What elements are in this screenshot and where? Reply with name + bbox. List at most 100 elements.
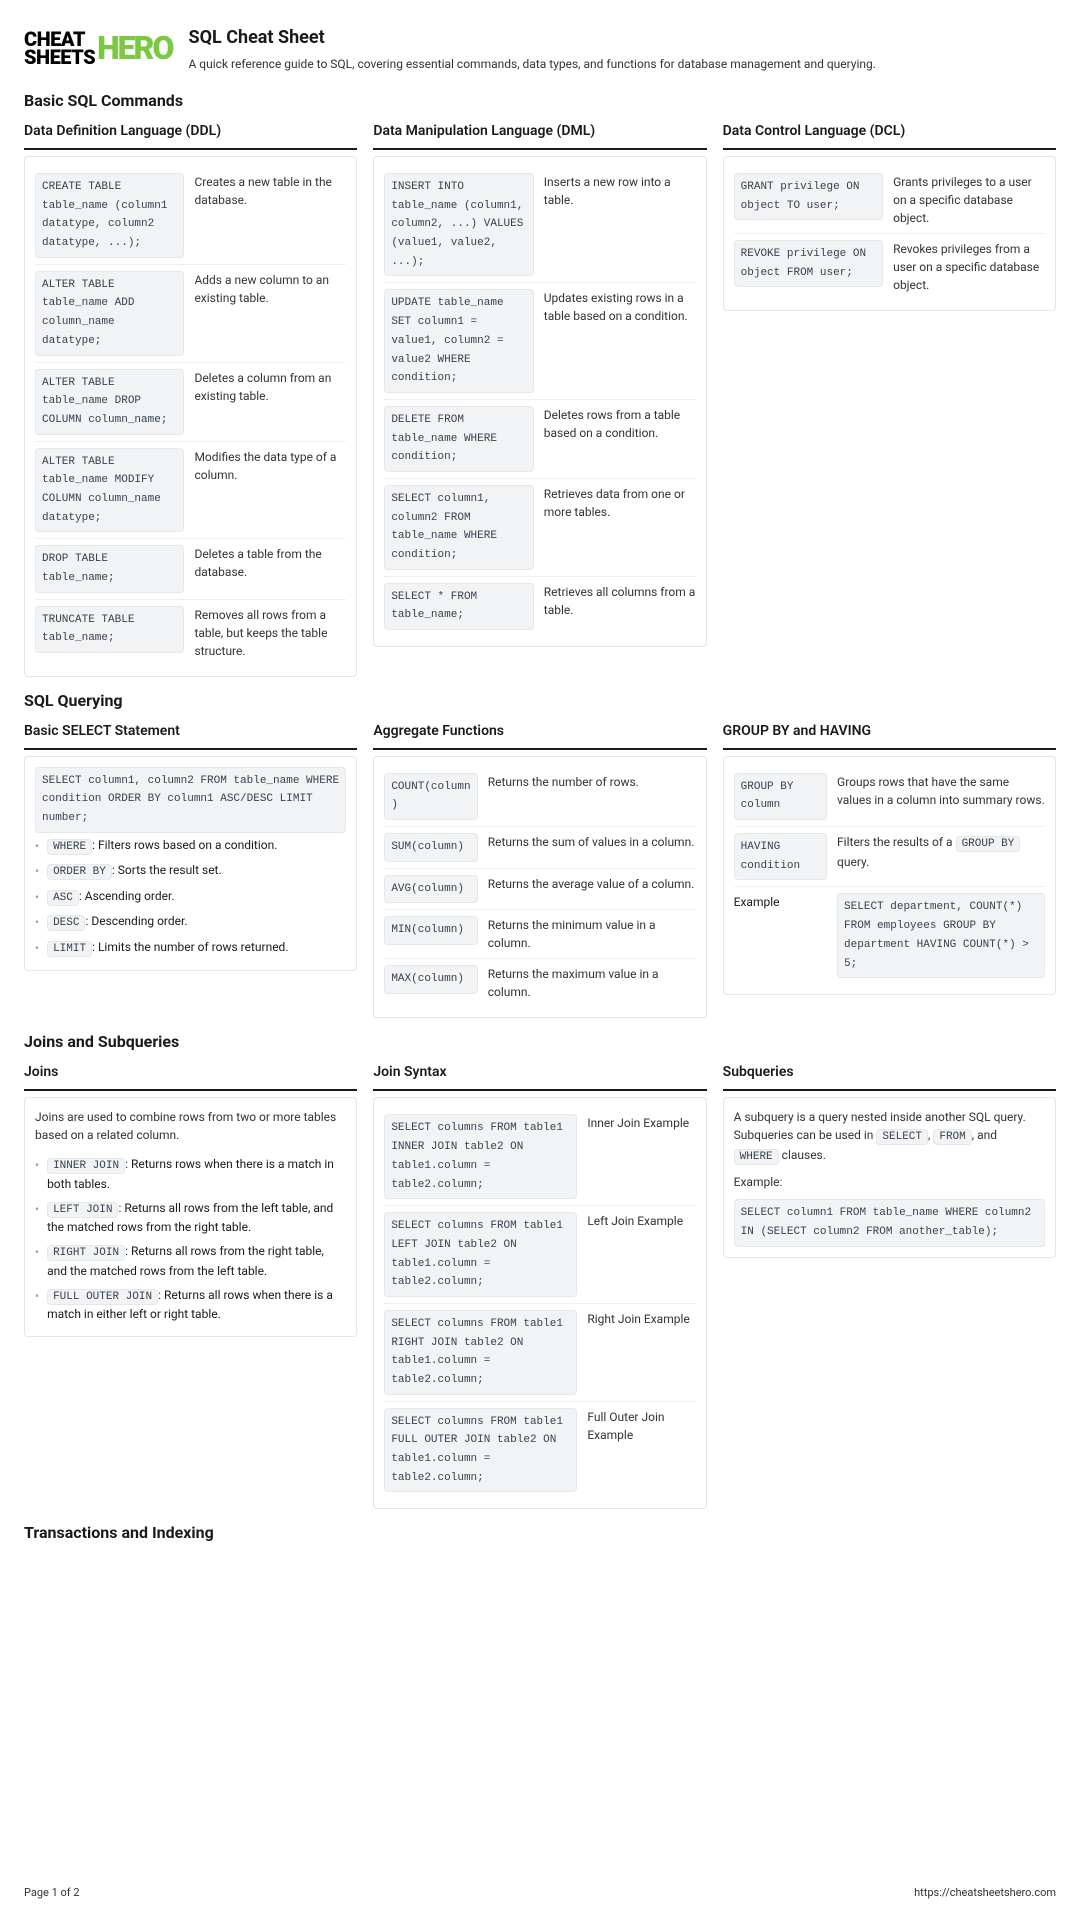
table-row: CREATE TABLE table_name (column1 datatyp… [35, 167, 346, 264]
code-snippet: REVOKE privilege ON object FROM user; [734, 240, 883, 287]
section-heading-basic: Basic SQL Commands [24, 89, 1056, 113]
join-syntax-title: Join Syntax [373, 1062, 706, 1091]
table-row: ALTER TABLE table_name ADD column_name d… [35, 264, 346, 362]
list-item: ORDER BY: Sorts the result set. [35, 858, 346, 884]
table-row: MAX(column) Returns the maximum value in … [384, 958, 695, 1007]
subqueries-card: A subquery is a query nested inside anot… [723, 1097, 1056, 1257]
table-row: DELETE FROM table_name WHERE condition; D… [384, 399, 695, 478]
list-item: LEFT JOIN: Returns all rows from the lef… [35, 1196, 346, 1240]
joins-card: Joins are used to combine rows from two … [24, 1097, 357, 1337]
subqueries-intro: A subquery is a query nested inside anot… [734, 1108, 1045, 1165]
dcl-card: GRANT privilege ON object TO user;Grants… [723, 156, 1056, 311]
code-snippet: DROP TABLE table_name; [35, 545, 184, 592]
row-description: Returns the maximum value in a column. [488, 965, 696, 1001]
table-row: SELECT columns FROM table1 INNER JOIN ta… [384, 1108, 695, 1205]
row-description: Right Join Example [587, 1310, 695, 1328]
select-card: SELECT column1, column2 FROM table_name … [24, 756, 357, 972]
table-row: GROUP BY columnGroups rows that have the… [734, 767, 1045, 826]
ddl-card: CREATE TABLE table_name (column1 datatyp… [24, 156, 357, 677]
table-row: GRANT privilege ON object TO user;Grants… [734, 167, 1045, 233]
row-description: Revokes privileges from a user on a spec… [893, 240, 1045, 294]
subqueries-example-label: Example: [734, 1173, 1045, 1191]
row-description: Inner Join Example [587, 1114, 695, 1132]
code-snippet: MAX(column) [384, 965, 477, 994]
page-title: SQL Cheat Sheet [189, 24, 876, 51]
select-title: Basic SELECT Statement [24, 721, 357, 750]
page-footer: Page 1 of 2 https://cheatsheetshero.com [24, 1885, 1056, 1902]
code-snippet: SELECT column1, column2 FROM table_name … [384, 485, 533, 570]
code-snippet: TRUNCATE TABLE table_name; [35, 606, 184, 653]
subqueries-example-code: SELECT column1 FROM table_name WHERE col… [734, 1199, 1045, 1246]
code-snippet: GRANT privilege ON object TO user; [734, 173, 883, 220]
logo: CHEAT SHEETS HERO [24, 24, 173, 72]
joins-bullets: INNER JOIN: Returns rows when there is a… [35, 1152, 346, 1326]
code-snippet: ALTER TABLE table_name ADD column_name d… [35, 271, 184, 356]
row-description: Updates existing rows in a table based o… [544, 289, 696, 325]
row-description: Returns the average value of a column. [488, 875, 696, 893]
dml-title: Data Manipulation Language (DML) [373, 121, 706, 150]
title-block: SQL Cheat Sheet A quick reference guide … [189, 24, 876, 73]
list-item: ASC: Ascending order. [35, 884, 346, 910]
joins-intro: Joins are used to combine rows from two … [35, 1108, 346, 1144]
dcl-title: Data Control Language (DCL) [723, 121, 1056, 150]
row-description: Retrieves all columns from a table. [544, 583, 696, 619]
table-row: ExampleSELECT department, COUNT(*) FROM … [734, 886, 1045, 984]
footer-url[interactable]: https://cheatsheetshero.com [914, 1885, 1056, 1902]
table-row: SELECT columns FROM table1 LEFT JOIN tab… [384, 1205, 695, 1303]
code-snippet: ALTER TABLE table_name DROP COLUMN colum… [35, 369, 184, 435]
groupby-card: GROUP BY columnGroups rows that have the… [723, 756, 1056, 996]
row-description: Grants privileges to a user on a specifi… [893, 173, 1045, 227]
code-snippet: UPDATE table_name SET column1 = value1, … [384, 289, 533, 392]
list-item: LIMIT: Limits the number of rows returne… [35, 935, 346, 961]
row-description: Full Outer Join Example [587, 1408, 695, 1444]
section-heading-transactions: Transactions and Indexing [24, 1521, 1056, 1545]
table-row: UPDATE table_name SET column1 = value1, … [384, 282, 695, 398]
code-snippet: SELECT * FROM table_name; [384, 583, 533, 630]
table-row: COUNT(column)Returns the number of rows. [384, 767, 695, 826]
table-row: ALTER TABLE table_name MODIFY COLUMN col… [35, 441, 346, 539]
code-snippet: SELECT columns FROM table1 RIGHT JOIN ta… [384, 1310, 577, 1395]
code-snippet: MIN(column) [384, 916, 477, 945]
joins-title: Joins [24, 1062, 357, 1091]
row-description: Adds a new column to an existing table. [194, 271, 346, 307]
row-description: Deletes rows from a table based on a con… [544, 406, 696, 442]
list-item: WHERE: Filters rows based on a condition… [35, 833, 346, 859]
code-snippet: CREATE TABLE table_name (column1 datatyp… [35, 173, 184, 258]
row-description: Retrieves data from one or more tables. [544, 485, 696, 521]
row-description: Removes all rows from a table, but keeps… [194, 606, 346, 660]
table-row: SUM(column)Returns the sum of values in … [384, 826, 695, 868]
code-snippet: SELECT columns FROM table1 FULL OUTER JO… [384, 1408, 577, 1493]
code-snippet: SUM(column) [384, 833, 477, 862]
section-heading-joins: Joins and Subqueries [24, 1030, 1056, 1054]
logo-line2: SHEETS [24, 48, 95, 66]
list-item: INNER JOIN: Returns rows when there is a… [35, 1152, 346, 1196]
table-row: TRUNCATE TABLE table_name;Removes all ro… [35, 599, 346, 666]
code-snippet: ALTER TABLE table_name MODIFY COLUMN col… [35, 448, 184, 533]
section-heading-querying: SQL Querying [24, 689, 1056, 713]
page-header: CHEAT SHEETS HERO SQL Cheat Sheet A quic… [24, 24, 1056, 73]
code-snippet: DELETE FROM table_name WHERE condition; [384, 406, 533, 472]
select-code: SELECT column1, column2 FROM table_name … [35, 767, 346, 833]
table-row: DROP TABLE table_name; Deletes a table fr… [35, 538, 346, 598]
ddl-title: Data Definition Language (DDL) [24, 121, 357, 150]
code-snippet: INSERT INTO table_name (column1, column2… [384, 173, 533, 276]
table-row: HAVING conditionFilters the results of a… [734, 826, 1045, 886]
table-row: ALTER TABLE table_name DROP COLUMN colum… [35, 362, 346, 441]
dml-card: INSERT INTO table_name (column1, column2… [373, 156, 706, 647]
list-item: RIGHT JOIN: Returns all rows from the ri… [35, 1239, 346, 1283]
select-bullets: WHERE: Filters rows based on a condition… [35, 833, 346, 961]
subqueries-title: Subqueries [723, 1062, 1056, 1091]
join-syntax-card: SELECT columns FROM table1 INNER JOIN ta… [373, 1097, 706, 1509]
list-item: DESC: Descending order. [35, 909, 346, 935]
table-row: MIN(column) Returns the minimum value in … [384, 909, 695, 958]
groupby-title: GROUP BY and HAVING [723, 721, 1056, 750]
row-description: Creates a new table in the database. [194, 173, 346, 209]
row-description: Returns the minimum value in a column. [488, 916, 696, 952]
list-item: FULL OUTER JOIN: Returns all rows when t… [35, 1283, 346, 1327]
page-subtitle: A quick reference guide to SQL, covering… [189, 55, 876, 73]
aggregate-card: COUNT(column)Returns the number of rows.… [373, 756, 706, 1019]
row-description: Deletes a table from the database. [194, 545, 346, 581]
row-description: Deletes a column from an existing table. [194, 369, 346, 405]
code-snippet: SELECT columns FROM table1 INNER JOIN ta… [384, 1114, 577, 1199]
table-row: REVOKE privilege ON object FROM user;Rev… [734, 233, 1045, 300]
